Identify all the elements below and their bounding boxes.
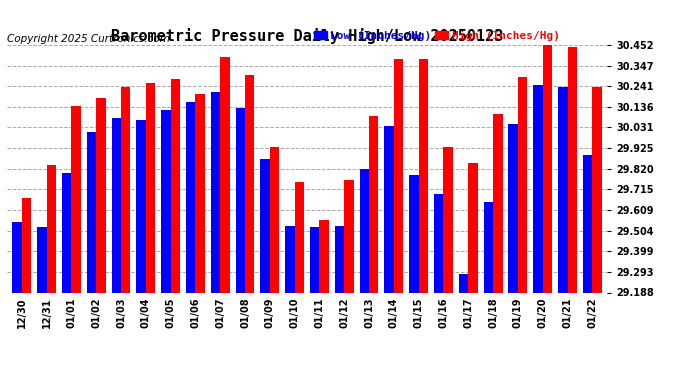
Bar [161, 110, 170, 292]
Title: Barometric Pressure Daily High/Low 20250123: Barometric Pressure Daily High/Low 20250… [111, 28, 503, 44]
Bar [419, 59, 428, 292]
Bar [47, 165, 56, 292]
Bar [484, 202, 493, 292]
Bar [459, 274, 469, 292]
Bar [469, 163, 477, 292]
Bar [96, 98, 106, 292]
Bar [260, 159, 270, 292]
Bar [509, 124, 518, 292]
Bar [12, 222, 22, 292]
Bar [211, 92, 220, 292]
Bar [112, 118, 121, 292]
Bar [319, 220, 329, 292]
Bar [121, 87, 130, 292]
Bar [543, 45, 552, 292]
Bar [434, 194, 444, 292]
Bar [409, 175, 419, 292]
Bar [567, 47, 577, 292]
Bar [444, 147, 453, 292]
Bar [62, 172, 71, 292]
Bar [558, 87, 567, 292]
Bar [295, 183, 304, 292]
Bar [235, 108, 245, 292]
Bar [592, 87, 602, 292]
Bar [335, 225, 344, 292]
Bar [310, 228, 319, 292]
Bar [195, 94, 205, 292]
Bar [270, 147, 279, 292]
Bar [186, 102, 195, 292]
Bar [394, 59, 403, 292]
Bar [87, 132, 96, 292]
Bar [245, 75, 255, 292]
Bar [285, 225, 295, 292]
Text: Copyright 2025 Curtronics.com: Copyright 2025 Curtronics.com [7, 34, 170, 44]
Bar [344, 180, 354, 292]
Bar [359, 169, 369, 292]
Bar [533, 84, 543, 292]
Bar [146, 82, 155, 292]
Bar [518, 77, 527, 292]
Bar [137, 120, 146, 292]
Bar [369, 116, 379, 292]
Bar [37, 228, 47, 292]
Bar [220, 57, 230, 292]
Bar [493, 114, 502, 292]
Bar [384, 126, 394, 292]
Bar [170, 79, 180, 292]
Legend: Low (Inches/Hg), High (Inches/Hg): Low (Inches/Hg), High (Inches/Hg) [314, 31, 560, 41]
Bar [22, 198, 31, 292]
Bar [583, 155, 592, 292]
Bar [71, 106, 81, 292]
